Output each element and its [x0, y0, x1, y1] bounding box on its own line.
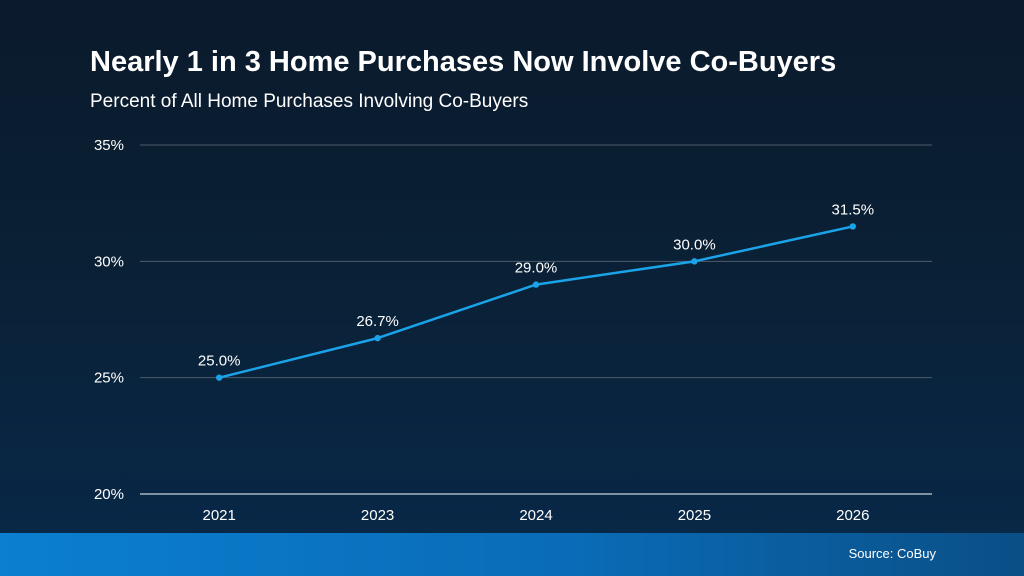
data-label: 31.5%: [832, 201, 875, 218]
data-label: 25.0%: [198, 353, 241, 370]
x-tick-label: 2026: [836, 507, 869, 524]
series-line: [217, 225, 855, 379]
data-point: [849, 223, 856, 230]
y-tick-label: 35%: [94, 137, 124, 154]
source-note: Source: CoBuy: [848, 546, 936, 561]
y-tick-label: 30%: [94, 253, 124, 270]
x-tick-label: 2021: [203, 507, 236, 524]
data-point: [691, 258, 698, 265]
chart-subtitle: Percent of All Home Purchases Involving …: [90, 91, 529, 112]
footer-bar: Source: CoBuy: [0, 533, 1024, 576]
x-tick-label: 2025: [678, 507, 711, 524]
data-label: 26.7%: [356, 313, 399, 330]
data-label: 30.0%: [673, 236, 716, 253]
data-point: [532, 281, 540, 288]
data-label: 29.0%: [515, 260, 558, 277]
x-tick-label: 2023: [361, 507, 394, 524]
chart-title: Nearly 1 in 3 Home Purchases Now Involve…: [90, 46, 837, 78]
x-tick-label: 2024: [519, 507, 552, 524]
y-tick-label: 25%: [94, 370, 124, 387]
y-tick-label: 20%: [94, 486, 124, 503]
data-point: [216, 374, 223, 381]
data-point: [374, 334, 381, 342]
